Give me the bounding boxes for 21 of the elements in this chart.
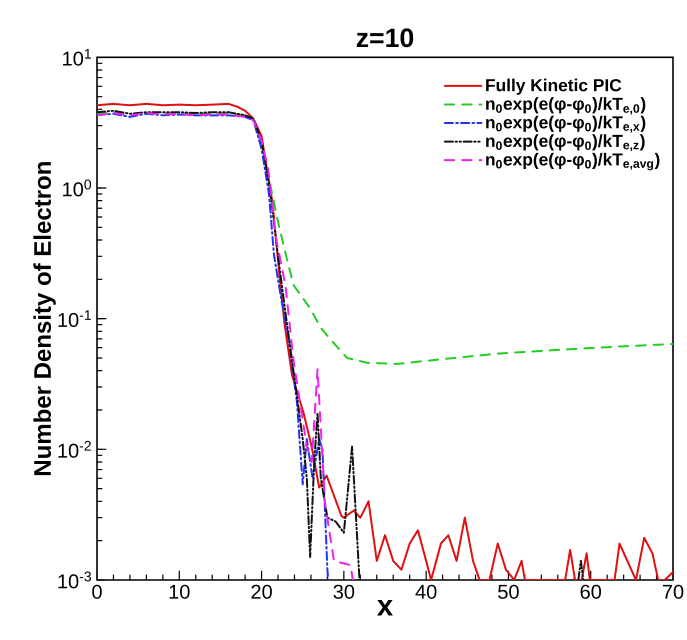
y-tick-label: 10$^{1}$: [63, 48, 91, 66]
x-axis-title: x: [377, 600, 393, 616]
y-tick-label: 10$^{0}$: [63, 180, 92, 196]
legend-label: Fully Kinetic PIC: [486, 78, 622, 95]
legend-label: n$_{0}$exp(e(φ-φ$_{0}$)/kT$_{e,0}$): [486, 97, 646, 115]
legend-label: n$_{0}$exp(e(φ-φ$_{0}$)/kT$_{e,x}$): [486, 116, 646, 133]
x-tick-label: 40: [415, 584, 436, 599]
x-tick-label: 60: [580, 584, 602, 599]
x-tick-label: 0: [92, 584, 102, 599]
x-tick-label: 10: [170, 584, 190, 599]
chart-title: z=10: [356, 28, 414, 48]
y-tick-label: 10$^{-2}$: [58, 440, 91, 458]
y-tick-label: 10$^{-1}$: [58, 310, 91, 328]
x-tick-label: 20: [251, 584, 272, 599]
x-tick-label: 30: [333, 584, 354, 599]
x-tick-label: 70: [662, 584, 684, 599]
y-tick-label: 10$^{-3}$: [58, 572, 92, 588]
y-axis-title: Number Density of Electron: [33, 162, 56, 476]
legend-label: n$_{0}$exp(e(φ-φ$_{0}$)/kT$_{e,avg}$): [486, 152, 660, 170]
x-tick-label: 50: [498, 584, 519, 599]
legend-label: n$_{0}$exp(e(φ-φ$_{0}$)/kT$_{e,z}$): [486, 134, 645, 152]
